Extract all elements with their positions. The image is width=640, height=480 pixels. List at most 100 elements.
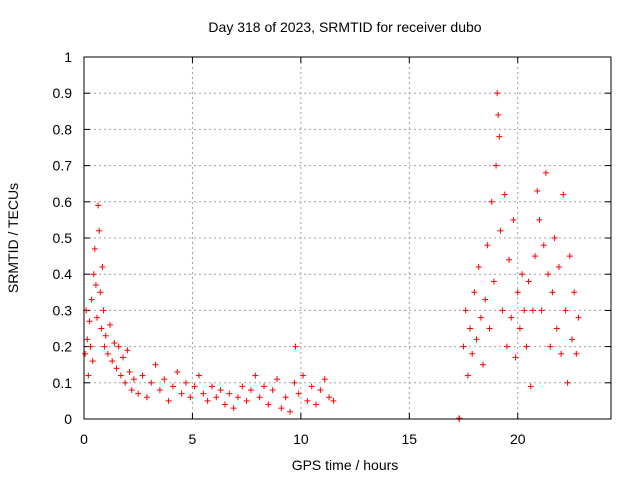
x-tick-label: 0 (80, 431, 88, 447)
data-point (187, 394, 194, 401)
data-point (239, 383, 246, 390)
data-point (120, 354, 127, 361)
data-point (111, 339, 118, 346)
data-point (195, 372, 202, 379)
data-point (560, 191, 567, 198)
data-point (575, 314, 582, 321)
data-point (143, 394, 150, 401)
data-point (126, 368, 133, 375)
y-tick-label: 0 (64, 411, 72, 427)
data-point (571, 289, 578, 296)
data-point (568, 336, 575, 343)
y-tick-label: 0.4 (53, 266, 73, 282)
data-point (217, 387, 224, 394)
data-point (208, 383, 215, 390)
data-point (496, 133, 503, 140)
data-point (464, 372, 471, 379)
tick-labels-layer: 00.10.20.30.40.50.60.70.80.910 5 10 15 20 (53, 49, 526, 447)
data-point (87, 343, 94, 350)
data-point (85, 372, 92, 379)
data-point (265, 401, 272, 408)
data-point (495, 111, 502, 118)
data-point (152, 361, 159, 368)
data-point (477, 314, 484, 321)
data-point (82, 350, 89, 357)
data-point (523, 343, 530, 350)
data-point (96, 227, 103, 234)
data-point (514, 289, 521, 296)
x-tick-label: 15 (402, 431, 418, 447)
data-point (135, 390, 142, 397)
data-point (549, 289, 556, 296)
data-point (102, 332, 109, 339)
data-point (456, 415, 463, 422)
data-point (529, 307, 536, 314)
data-point (304, 397, 311, 404)
data-point (107, 321, 114, 328)
data-point (165, 397, 172, 404)
data-point (525, 278, 532, 285)
data-point (494, 90, 501, 97)
data-point (89, 358, 96, 365)
data-point (295, 390, 302, 397)
data-point (462, 307, 469, 314)
data-point (292, 343, 299, 350)
data-point (191, 383, 198, 390)
data-point (256, 394, 263, 401)
data-point (506, 256, 513, 263)
data-point (156, 387, 163, 394)
data-point (291, 379, 298, 386)
data-point (519, 271, 526, 278)
data-point (553, 325, 560, 332)
data-point (115, 343, 122, 350)
data-point (230, 405, 237, 412)
data-point (527, 383, 534, 390)
data-point (516, 325, 523, 332)
data-point (104, 350, 111, 357)
data-point (100, 307, 107, 314)
data-point (512, 354, 519, 361)
data-point (469, 350, 476, 357)
data-point (282, 394, 289, 401)
data-point (521, 307, 528, 314)
x-tick-label: 20 (510, 431, 526, 447)
grid-layer (84, 57, 611, 419)
data-point (91, 245, 98, 252)
data-point (95, 202, 102, 209)
data-point (200, 390, 207, 397)
data-point (113, 365, 120, 372)
data-point (204, 397, 211, 404)
data-point (243, 397, 250, 404)
data-point (278, 405, 285, 412)
y-tick-label: 0.6 (53, 194, 73, 210)
x-tick-label: 5 (189, 431, 197, 447)
data-point (109, 358, 116, 365)
data-point (234, 394, 241, 401)
data-point (139, 372, 146, 379)
data-point (482, 296, 489, 303)
data-point (130, 376, 137, 383)
ticks-layer (83, 56, 611, 420)
data-point (475, 263, 482, 270)
data-point (542, 169, 549, 176)
x-axis-label: GPS time / hours (292, 457, 399, 473)
data-point (534, 187, 541, 194)
data-point (490, 278, 497, 285)
data-point (566, 253, 573, 260)
data-point (261, 383, 268, 390)
data-point (178, 390, 185, 397)
y-tick-label: 0.7 (53, 158, 73, 174)
data-point (274, 376, 281, 383)
data-point (330, 397, 337, 404)
data-point (252, 372, 259, 379)
data-point (94, 314, 101, 321)
data-point (532, 253, 539, 260)
data-point (508, 314, 515, 321)
data-point (84, 336, 91, 343)
data-point (555, 263, 562, 270)
data-point (317, 387, 324, 394)
data-point (536, 216, 543, 223)
data-point (484, 242, 491, 249)
y-axis-label: SRMTID / TECUs (5, 183, 21, 293)
